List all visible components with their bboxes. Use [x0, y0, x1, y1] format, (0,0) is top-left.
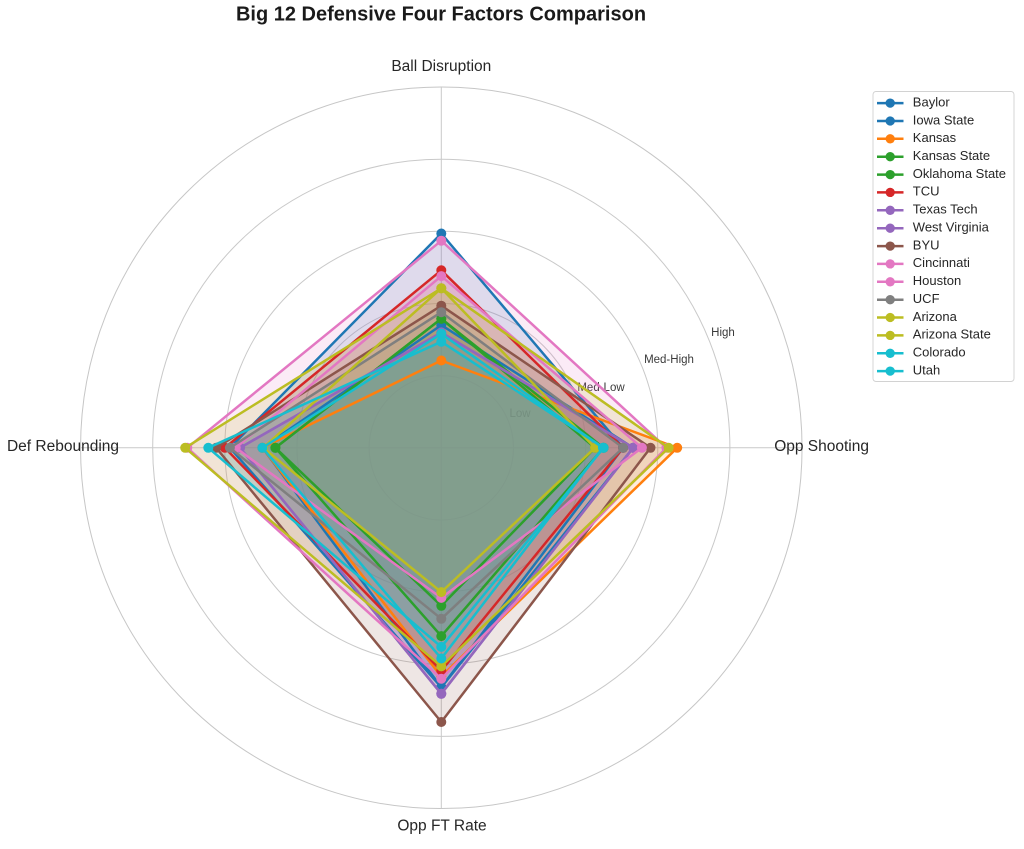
svg-text:Arizona: Arizona — [913, 309, 958, 324]
svg-text:West Virginia: West Virginia — [913, 220, 990, 235]
svg-text:Houston: Houston — [913, 273, 961, 288]
svg-text:Ball Disruption: Ball Disruption — [391, 58, 491, 75]
svg-text:High: High — [711, 327, 735, 339]
svg-text:Utah: Utah — [913, 362, 940, 377]
svg-text:Opp Shooting: Opp Shooting — [774, 438, 869, 455]
svg-text:UCF: UCF — [913, 291, 940, 306]
svg-text:Kansas State: Kansas State — [913, 148, 990, 163]
svg-text:Big 12 Defensive Four Factors: Big 12 Defensive Four Factors Comparison — [236, 4, 646, 26]
svg-text:Low: Low — [509, 408, 531, 420]
svg-text:Texas Tech: Texas Tech — [913, 202, 978, 217]
svg-text:Arizona State: Arizona State — [913, 327, 991, 342]
svg-text:Def Rebounding: Def Rebounding — [7, 438, 119, 455]
svg-text:BYU: BYU — [913, 237, 940, 252]
svg-text:Cincinnati: Cincinnati — [913, 255, 970, 270]
svg-text:Colorado: Colorado — [913, 345, 966, 360]
svg-text:Kansas: Kansas — [913, 130, 957, 145]
svg-text:TCU: TCU — [913, 184, 940, 199]
svg-text:Med-High: Med-High — [644, 354, 694, 366]
svg-text:Oklahoma State: Oklahoma State — [913, 166, 1006, 181]
svg-text:Iowa State: Iowa State — [913, 112, 974, 127]
svg-text:Opp FT Rate: Opp FT Rate — [397, 818, 486, 835]
svg-text:Baylor: Baylor — [913, 94, 951, 109]
